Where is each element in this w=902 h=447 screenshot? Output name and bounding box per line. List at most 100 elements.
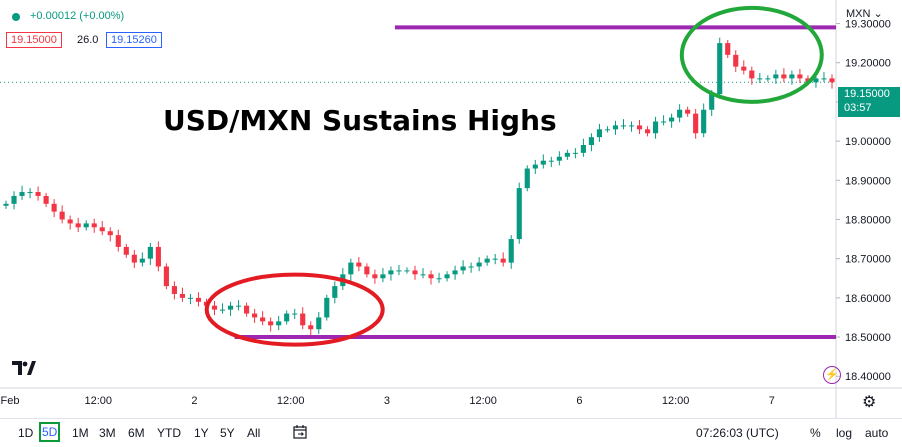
candle-body <box>725 43 731 55</box>
candle-body <box>364 266 370 275</box>
currency-label: MXN <box>846 8 871 20</box>
log-toggle[interactable]: log <box>836 426 853 440</box>
low-range-highlight-ellipse <box>204 272 385 347</box>
candle-body <box>564 152 570 157</box>
candle-body <box>468 266 474 268</box>
candle-body <box>653 121 659 134</box>
candle-body <box>227 305 234 310</box>
bottom-toolbar: 1D 5D 1M 3M 6M YTD 1Y 5Y All 07:26:03 (U… <box>0 418 902 447</box>
candle-body <box>107 231 113 236</box>
x-tick-label: 6 <box>576 395 582 407</box>
candle-body <box>187 297 194 299</box>
candle-body <box>765 78 771 80</box>
candle-body <box>701 109 707 134</box>
range-ytd-button[interactable]: YTD <box>157 426 181 440</box>
lightning-icon[interactable]: ⚡ <box>823 366 841 384</box>
range-6m-button[interactable]: 6M <box>128 426 145 440</box>
candle-body <box>75 223 81 228</box>
candle-body <box>797 74 803 79</box>
candle-body <box>51 203 57 212</box>
bid-price-box[interactable]: 19.15000 <box>6 32 62 48</box>
candle-body <box>324 297 330 318</box>
candle-body <box>436 278 442 280</box>
candle-body <box>179 293 185 298</box>
candle-body <box>139 258 145 263</box>
auto-toggle[interactable]: auto <box>865 426 889 440</box>
candle-body <box>628 125 635 127</box>
candle-body <box>604 129 611 131</box>
y-tick-label: 18.80000 <box>845 214 891 226</box>
candle-body <box>99 227 105 232</box>
candle-body <box>67 219 73 224</box>
candle-body <box>428 274 434 279</box>
candle-body <box>813 78 819 83</box>
candle-body <box>444 274 450 279</box>
candle-body <box>572 152 578 154</box>
candle-body <box>556 156 562 161</box>
candle-body <box>115 235 121 247</box>
tradingview-logo-icon[interactable] <box>10 357 36 379</box>
candle-body <box>163 266 169 287</box>
x-tick-label: 3 <box>384 395 390 407</box>
candle-body <box>612 125 619 130</box>
range-1y-button[interactable]: 1Y <box>194 426 209 440</box>
candle-body <box>19 192 25 196</box>
range-1d-button[interactable]: 1D <box>18 426 34 440</box>
last-price-value: 19.15000 <box>844 88 890 100</box>
high-range-highlight-ellipse <box>679 5 824 104</box>
range-5y-button[interactable]: 5Y <box>220 426 235 440</box>
calendar-range-icon[interactable] <box>292 424 308 440</box>
x-tick-label: 12:00 <box>84 395 112 407</box>
percent-toggle[interactable]: % <box>810 426 821 440</box>
candle-body <box>821 78 827 80</box>
candle-body <box>484 258 490 263</box>
candle-body <box>412 270 418 275</box>
y-tick-label: 18.50000 <box>845 332 891 344</box>
y-tick-label: 19.20000 <box>845 58 891 70</box>
candle-body <box>43 195 49 204</box>
candle-body <box>540 160 546 165</box>
range-all-button[interactable]: All <box>247 426 261 440</box>
candle-body <box>452 270 458 275</box>
candle-body <box>83 223 89 228</box>
chevron-down-icon: ⌄ <box>873 8 883 20</box>
x-tick-label: 12:00 <box>662 395 690 407</box>
candle-body <box>11 195 17 204</box>
candle-body <box>588 137 594 146</box>
candle-body <box>749 70 755 79</box>
chart-headline: USD/MXN Sustains Highs <box>163 104 557 137</box>
currency-selector[interactable]: MXN ⌄ <box>846 7 883 20</box>
candle-body <box>516 188 522 240</box>
candle-body <box>580 145 586 153</box>
ask-price-box[interactable]: 19.15260 <box>106 32 162 48</box>
candle-body <box>388 270 394 275</box>
candle-body <box>332 286 338 298</box>
candle-body <box>276 321 282 326</box>
candle-body <box>492 258 498 260</box>
candle-body <box>35 192 41 196</box>
y-tick-label: 18.40000 <box>845 371 891 383</box>
candle-body <box>733 54 739 67</box>
y-tick-label: 18.60000 <box>845 293 891 305</box>
x-tick-label: Feb <box>1 395 20 407</box>
candle-body <box>773 74 779 79</box>
gear-icon[interactable]: ⚙ <box>862 394 877 411</box>
candle-body <box>396 270 402 272</box>
candle-body <box>644 129 651 134</box>
candle-body <box>59 211 65 220</box>
candle-body <box>717 43 723 95</box>
range-1m-button[interactable]: 1M <box>72 426 89 440</box>
candle-body <box>661 121 667 123</box>
candle-body <box>476 262 482 267</box>
candle-body <box>292 313 298 315</box>
range-5d-button[interactable]: 5D <box>39 422 61 442</box>
x-tick-label: 2 <box>191 395 197 407</box>
range-3m-button[interactable]: 3M <box>99 426 116 440</box>
candle-body <box>171 286 177 294</box>
utc-clock[interactable]: 07:26:03 (UTC) <box>696 426 779 440</box>
candle-body <box>147 246 153 259</box>
candle-body <box>91 223 97 228</box>
candle-body <box>757 78 763 80</box>
candle-body <box>211 305 218 310</box>
